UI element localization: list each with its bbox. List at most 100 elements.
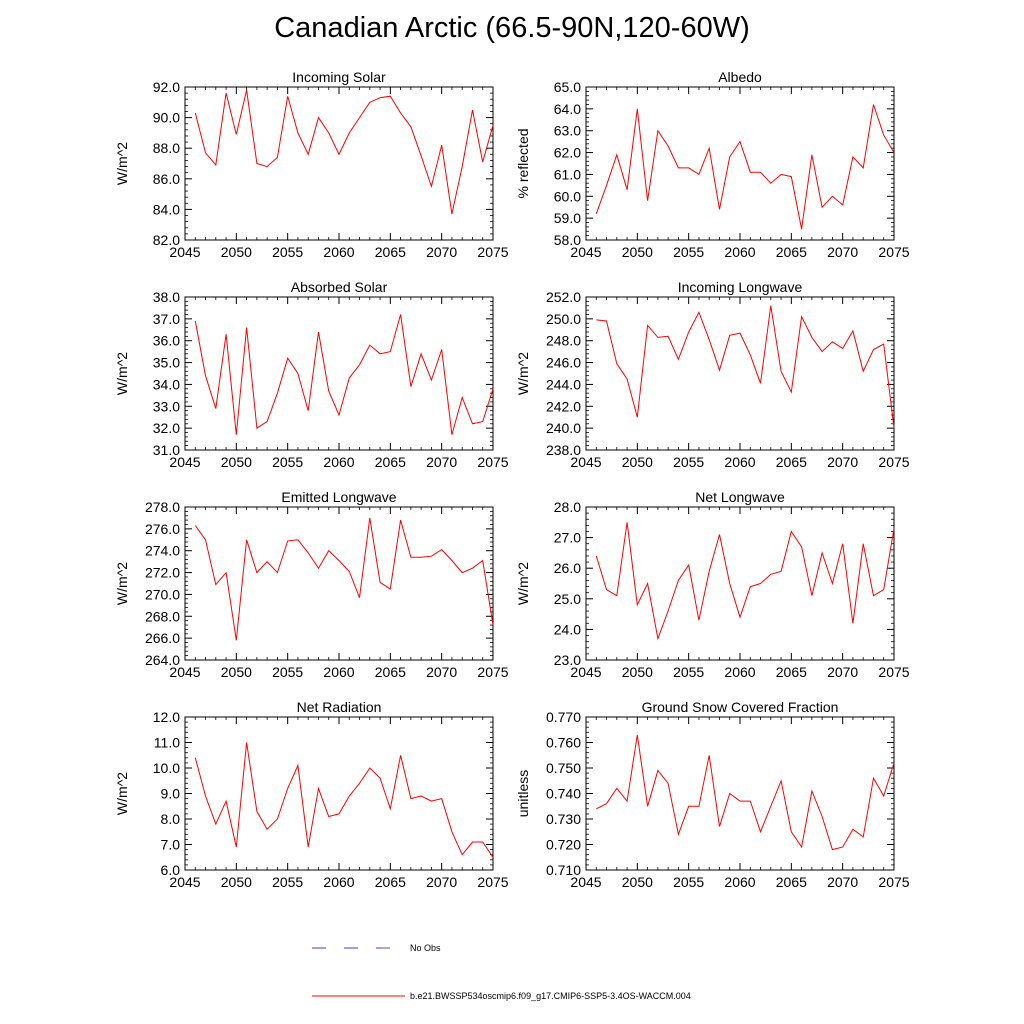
x-tick-label: 2060 (724, 244, 755, 260)
y-tick-label: 61.0 (554, 166, 581, 182)
y-tick-label: 27.0 (554, 530, 581, 546)
x-tick-label: 2050 (622, 244, 653, 260)
x-tick-label: 2045 (169, 664, 200, 680)
panel-ground-snow-covered-fraction: Ground Snow Covered Fraction unitless 0.71… (515, 699, 910, 890)
x-tick-label: 2045 (169, 244, 200, 260)
y-tick-label: 9.0 (161, 786, 181, 802)
x-tick-label: 2050 (622, 874, 653, 890)
series-line-albedo (595, 104, 895, 230)
y-axis-label: unitless (515, 770, 531, 817)
x-tick-label: 2075 (878, 664, 909, 680)
x-tick-label: 2065 (375, 454, 406, 470)
x-tick-label: 2060 (323, 664, 354, 680)
y-tick-label: 0.750 (546, 760, 581, 776)
y-tick-label: 32.0 (153, 420, 180, 436)
x-tick-label: 2055 (272, 244, 303, 260)
y-tick-label: 250.0 (546, 311, 581, 327)
panel-emitted-longwave: Emitted Longwave W/m^2 264.0 266.0 268.0 270.… (114, 489, 509, 680)
y-tick-label: 26.0 (554, 560, 581, 576)
x-tick-label: 2065 (375, 874, 406, 890)
x-tick-label: 2075 (878, 244, 909, 260)
y-tick-label: 92.0 (153, 79, 180, 95)
y-tick-label: 274.0 (145, 543, 180, 559)
y-tick-label: 36.0 (153, 333, 180, 349)
y-tick-label: 242.0 (546, 398, 581, 414)
y-axis-label: % reflected (515, 128, 531, 198)
x-tick-label: 2070 (426, 664, 457, 680)
y-tick-label: 62.0 (554, 145, 581, 161)
y-tick-label: 246.0 (546, 355, 581, 371)
x-tick-label: 2060 (724, 454, 755, 470)
y-tick-label: 63.0 (554, 123, 581, 139)
y-tick-label: 25.0 (554, 591, 581, 607)
y-tick-label: 90.0 (153, 110, 180, 126)
x-tick-label: 2075 (477, 244, 508, 260)
x-tick-label: 2045 (570, 664, 601, 680)
panel-title: Ground Snow Covered Fraction (642, 699, 839, 715)
x-tick-label: 2075 (477, 664, 508, 680)
y-tick-label: 0.740 (546, 786, 581, 802)
panel-title: Net Longwave (695, 489, 785, 505)
y-tick-label: 238.0 (546, 442, 581, 458)
series-line-net-longwave (595, 522, 895, 641)
panel-title: Emitted Longwave (281, 489, 396, 505)
x-tick-label: 2055 (673, 664, 704, 680)
y-tick-label: 10.0 (153, 760, 180, 776)
series-line-ground-snow-covered-fraction (596, 734, 895, 851)
panel-net-longwave: Net Longwave W/m^2 23.0 24.0 25.0 26.0 27.0 28.… (515, 489, 910, 680)
panel-title: Absorbed Solar (291, 279, 388, 295)
y-tick-label: 11.0 (154, 735, 180, 751)
x-tick-label: 2065 (375, 664, 406, 680)
y-tick-label: 37.0 (153, 311, 180, 327)
x-tick-label: 2055 (272, 874, 303, 890)
x-tick-label: 2045 (570, 244, 601, 260)
x-tick-label: 2070 (827, 454, 858, 470)
y-tick-label: 24.0 (554, 621, 581, 637)
y-tick-label: 35.0 (153, 355, 180, 371)
x-tick-label: 2075 (878, 874, 909, 890)
x-tick-label: 2055 (272, 454, 303, 470)
series-line-absorbed-solar (194, 314, 494, 435)
y-tick-label: 38.0 (153, 289, 180, 305)
x-tick-label: 2070 (827, 244, 858, 260)
x-tick-label: 2050 (221, 664, 252, 680)
y-tick-label: 270.0 (145, 586, 180, 602)
y-tick-label: 7.0 (161, 837, 181, 853)
x-tick-label: 2045 (169, 454, 200, 470)
y-tick-label: 268.0 (145, 608, 180, 624)
x-tick-label: 2070 (827, 664, 858, 680)
x-tick-label: 2055 (272, 664, 303, 680)
y-tick-label: 88.0 (153, 140, 180, 156)
x-tick-label: 2060 (724, 874, 755, 890)
y-tick-label: 8.0 (161, 811, 181, 827)
x-tick-label: 2070 (426, 244, 457, 260)
y-axis-label: W/m^2 (515, 562, 531, 605)
y-tick-label: 58.0 (554, 232, 581, 248)
y-tick-label: 28.0 (554, 499, 581, 515)
y-tick-label: 0.760 (546, 735, 581, 751)
y-tick-label: 266.0 (145, 630, 180, 646)
x-tick-label: 2050 (622, 664, 653, 680)
panel-title: Albedo (718, 69, 762, 85)
panel-absorbed-solar: Absorbed Solar W/m^2 31.0 32.0 33.0 34.0 35.0 3… (114, 279, 509, 470)
page-title: Canadian Arctic (66.5-90N,120-60W) (274, 12, 750, 44)
y-tick-label: 60.0 (554, 188, 581, 204)
y-tick-label: 12.0 (153, 709, 180, 725)
x-tick-label: 2050 (221, 874, 252, 890)
series-line-incoming-solar (194, 89, 494, 215)
x-tick-label: 2065 (776, 874, 807, 890)
x-tick-label: 2045 (570, 454, 601, 470)
y-tick-label: 0.730 (546, 811, 581, 827)
panel-title: Net Radiation (297, 699, 382, 715)
y-axis-label: W/m^2 (114, 142, 130, 185)
y-tick-label: 6.0 (161, 862, 181, 878)
x-tick-label: 2050 (221, 454, 252, 470)
x-tick-label: 2055 (673, 454, 704, 470)
y-tick-label: 84.0 (153, 201, 180, 217)
x-tick-label: 2060 (724, 664, 755, 680)
x-tick-label: 2055 (673, 874, 704, 890)
y-tick-label: 272.0 (145, 565, 180, 581)
x-tick-label: 2070 (426, 874, 457, 890)
x-tick-label: 2045 (169, 874, 200, 890)
x-tick-label: 2075 (477, 874, 508, 890)
